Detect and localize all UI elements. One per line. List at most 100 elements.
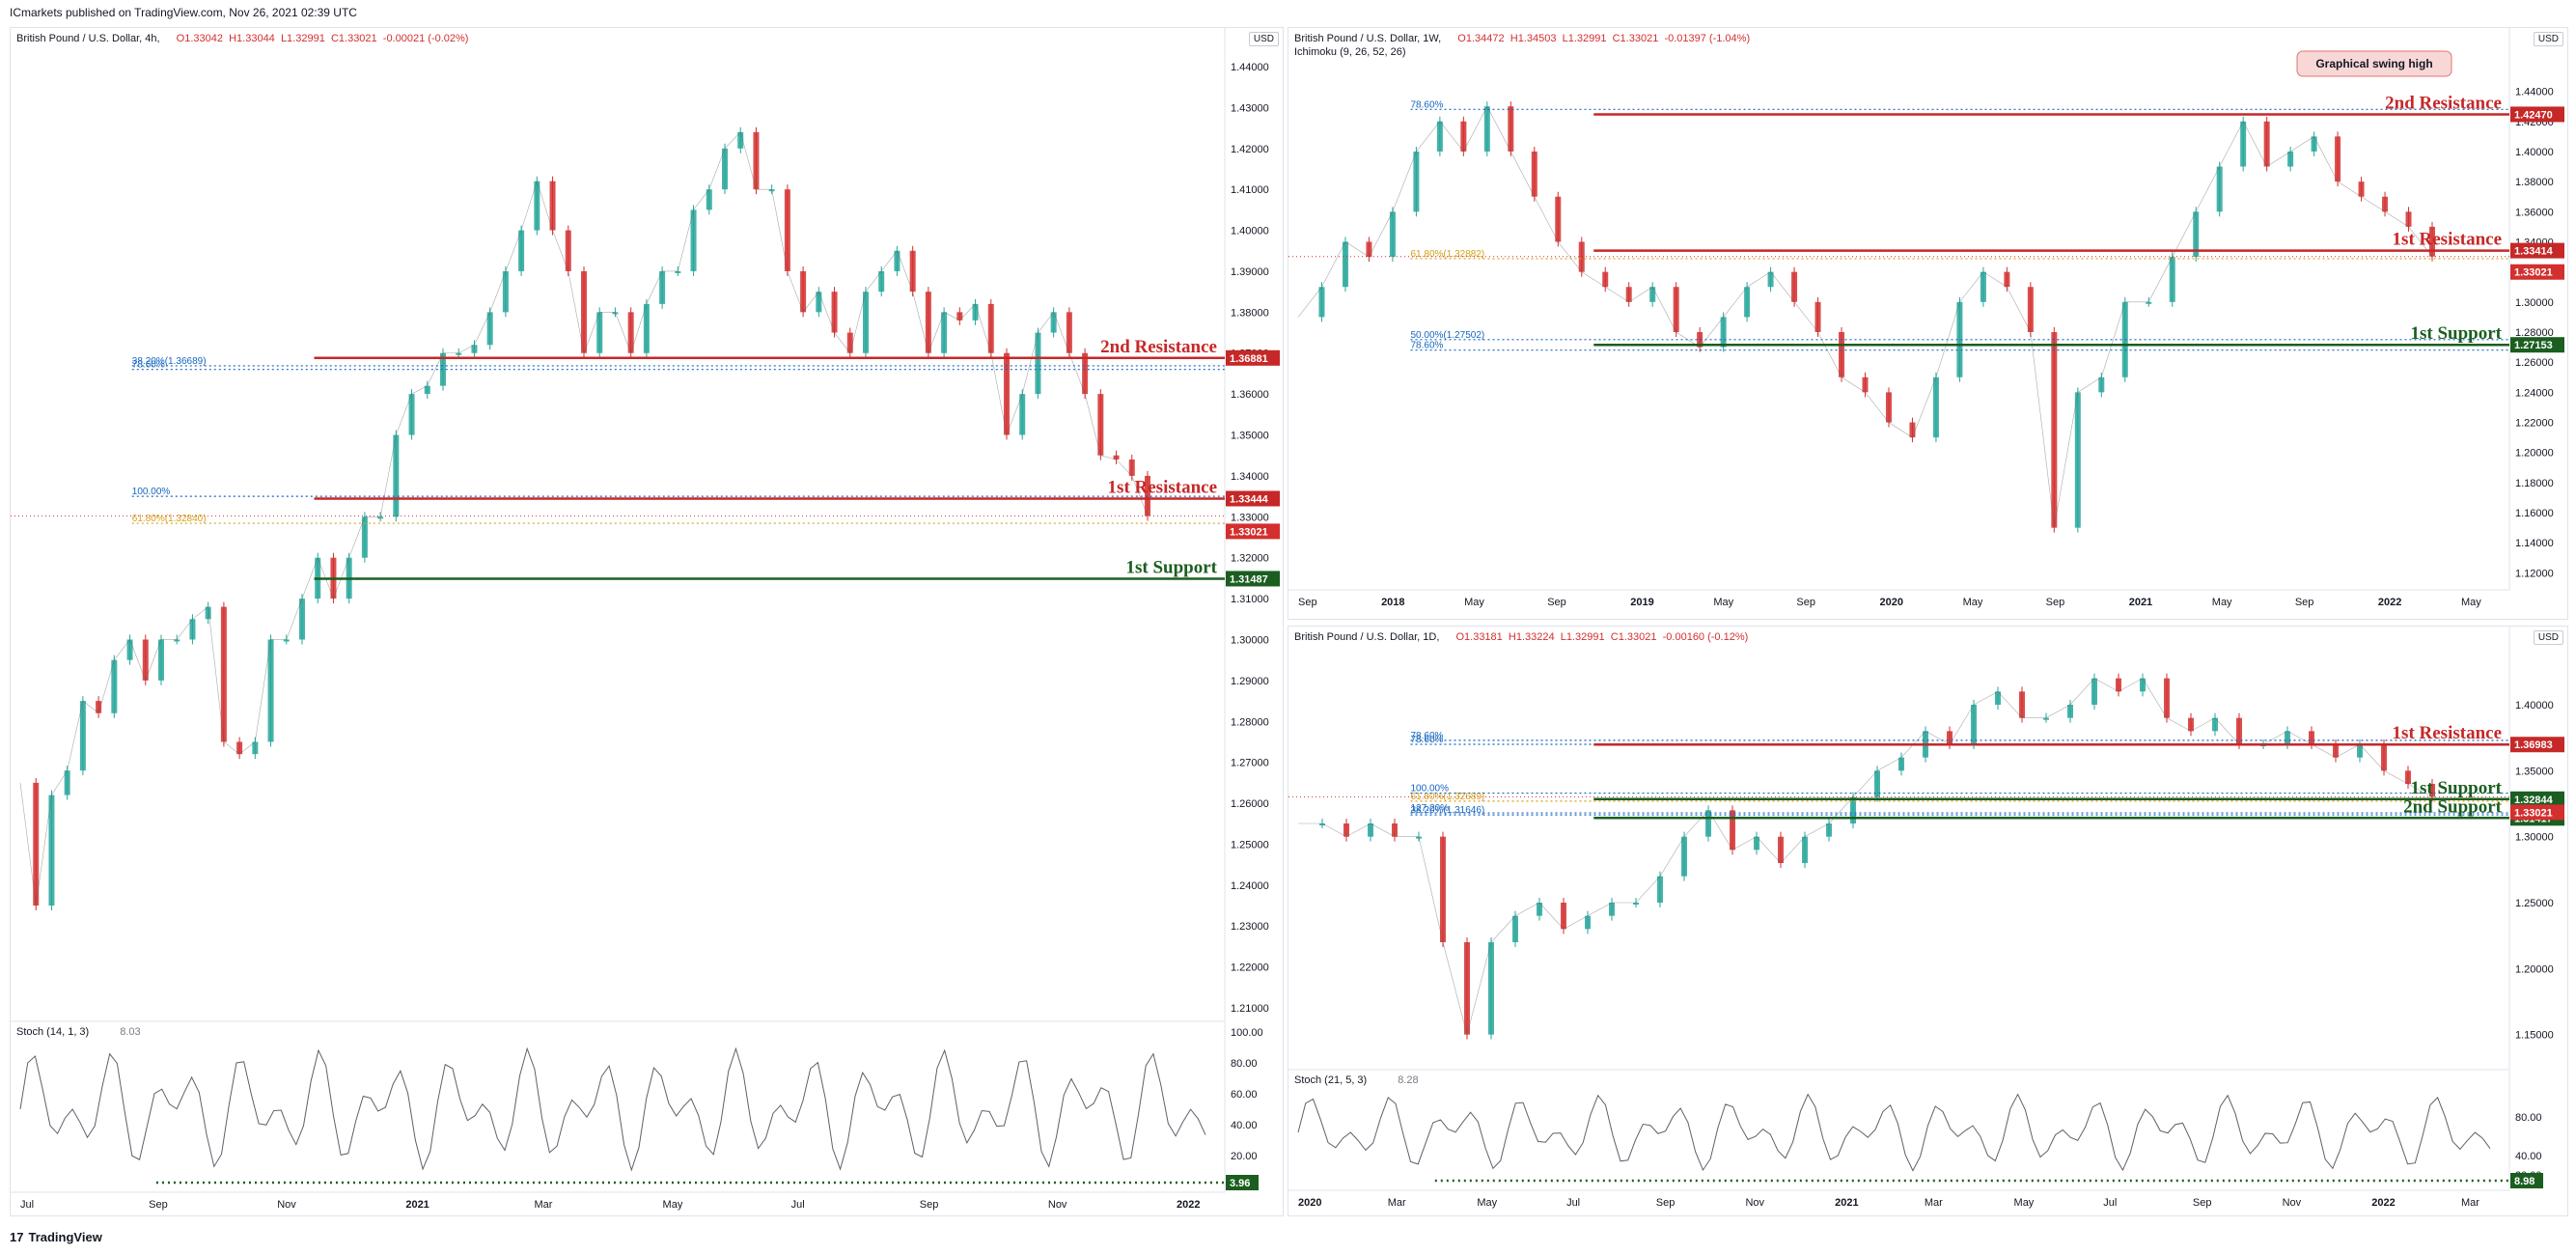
x-tick-label: Sep	[2046, 597, 2065, 608]
price-tag-bg	[1226, 349, 1280, 366]
resistance-label: 1st Resistance	[1108, 477, 1217, 497]
y-tick-label: 1.21000	[1231, 1003, 1269, 1015]
y-tick-label: 1.35000	[1231, 431, 1269, 442]
x-tick-label: May	[2212, 597, 2232, 608]
price-tag-bg	[1226, 571, 1280, 587]
y-tick-label: 1.29000	[1231, 676, 1269, 687]
y-tick-label: 1.25000	[2515, 898, 2554, 909]
y-tick-label: 1.34000	[1231, 471, 1269, 483]
support-label: 1st Support	[2411, 778, 2503, 798]
x-tick-label: Sep	[1298, 597, 1317, 608]
currency-button[interactable]: USD	[1248, 32, 1279, 46]
y-tick-label: 1.22000	[2515, 418, 2554, 430]
x-tick-label: Nov	[1745, 1197, 1764, 1209]
last-price-tag-bg	[1226, 523, 1280, 540]
indicator-tick: 80.00	[2515, 1112, 2542, 1124]
y-tick-label: 1.20000	[2515, 963, 2554, 975]
x-tick-label: May	[1963, 597, 1983, 608]
x-tick-label: 2021	[405, 1199, 429, 1211]
x-tick-label: 2021	[2129, 597, 2152, 608]
swing-high-label: Graphical swing high	[2315, 57, 2432, 70]
x-tick-label: Sep	[149, 1199, 168, 1211]
indicator-tag: 8.98	[2514, 1176, 2534, 1187]
price-tag: 1.33444	[1230, 493, 1269, 505]
currency-button[interactable]: USD	[2533, 630, 2563, 645]
chart-panel-daily[interactable]: British Pound / U.S. Dollar, 1D, O1.3318…	[1288, 626, 2568, 1216]
fib-level-label: 127.20%	[1411, 803, 1450, 814]
y-tick-label: 1.32000	[1231, 553, 1269, 565]
x-tick-label: 2021	[1835, 1197, 1858, 1209]
symbol-title: British Pound / U.S. Dollar, 1D,	[1294, 631, 1440, 643]
y-tick-label: 1.16000	[2515, 508, 2554, 519]
chart-title: British Pound / U.S. Dollar, 1D, O1.3318…	[1294, 631, 1748, 643]
chart-panel-weekly[interactable]: British Pound / U.S. Dollar, 1W, O1.3447…	[1288, 27, 2568, 620]
fib-level-label: 61.80%(1.32840)	[132, 514, 207, 524]
fib-level-label: 61.80%(1.32882)	[1411, 249, 1485, 260]
x-tick-label: Sep	[1547, 597, 1566, 608]
x-tick-label: Nov	[277, 1199, 296, 1211]
y-tick-label: 1.38000	[2515, 177, 2554, 188]
y-tick-label: 1.25000	[1231, 839, 1269, 851]
y-tick-label: 1.43000	[1231, 102, 1269, 114]
x-tick-label: Jul	[791, 1199, 805, 1211]
y-tick-label: 1.42000	[1231, 144, 1269, 155]
y-tick-label: 1.44000	[2515, 87, 2554, 98]
x-tick-label: Jul	[1566, 1197, 1580, 1209]
chart-title: British Pound / U.S. Dollar, 1W, O1.3447…	[1294, 33, 1750, 58]
fib-level-label: 78.60%	[132, 360, 165, 371]
support-label: 1st Support	[1126, 557, 1218, 577]
price-tag-bg	[2510, 337, 2564, 353]
indicator-tick: 40.00	[2515, 1151, 2542, 1162]
x-tick-label: May	[663, 1199, 683, 1211]
fib-level-label: 38.20%(1.36689)	[132, 356, 207, 367]
x-tick-label: Mar	[1388, 1197, 1406, 1209]
price-tag: 1.36983	[2514, 739, 2553, 751]
price-tag-bg	[2510, 791, 2564, 807]
y-tick-label: 1.39000	[1231, 266, 1269, 278]
price-tag: 1.32844	[2514, 795, 2554, 806]
y-tick-label: 1.44000	[1231, 62, 1269, 73]
indicator-tick: 100.00	[1231, 1027, 1263, 1039]
y-tick-label: 1.26000	[1231, 798, 1269, 810]
indicator-value: 8.03	[120, 1026, 140, 1038]
symbol-title: British Pound / U.S. Dollar, 4h,	[16, 33, 160, 44]
indicator-tick: 80.00	[1231, 1058, 1258, 1070]
x-tick-label: Sep	[1656, 1197, 1676, 1209]
stoch-line	[19, 1046, 1206, 1172]
tradingview-footer[interactable]: 17 TradingView	[10, 1230, 102, 1244]
chart-canvas[interactable]: 1.440001.420001.400001.380001.360001.340…	[1288, 28, 2567, 619]
publish-header: ICmarkets published on TradingView.com, …	[10, 6, 357, 19]
x-tick-label: Mar	[2461, 1197, 2479, 1209]
last-price-tag: 1.33021	[1230, 526, 1268, 538]
x-tick-label: Nov	[1048, 1199, 1067, 1211]
resistance-label: 1st Resistance	[2393, 230, 2502, 250]
x-tick-label: 2019	[1630, 597, 1653, 608]
resistance-label: 2nd Resistance	[1100, 337, 1217, 357]
x-tick-label: Jul	[2103, 1197, 2117, 1209]
x-tick-label: 2022	[1177, 1199, 1200, 1211]
y-tick-label: 1.40000	[2515, 147, 2554, 158]
last-price-tag: 1.33021	[2514, 267, 2553, 279]
fib-level-label: 78.60%	[1411, 99, 1444, 110]
y-tick-label: 1.41000	[1231, 184, 1269, 196]
chart-panel-4h[interactable]: British Pound / U.S. Dollar, 4h, O1.3304…	[10, 27, 1284, 1216]
y-tick-label: 1.28000	[2515, 327, 2554, 339]
x-tick-label: Jul	[20, 1199, 34, 1211]
y-tick-label: 1.20000	[2515, 448, 2554, 460]
indicator-tag-bg	[2510, 1173, 2543, 1188]
x-tick-label: Sep	[1796, 597, 1815, 608]
chart-canvas[interactable]: 1.40000 1.35000 1.30000 1.25000 1.20000 1.150…	[1288, 627, 2567, 1215]
chart-canvas[interactable]: 1.44000 1.43000 1.42000 1.41000 1.40000 1.390…	[11, 28, 1283, 1215]
fib-level-label: 78.60%	[1411, 735, 1444, 745]
indicator-tag-bg	[1226, 1175, 1259, 1190]
y-tick-label: 1.38000	[1231, 307, 1269, 319]
x-tick-label: Sep	[2295, 597, 2314, 608]
currency-button[interactable]: USD	[2533, 32, 2563, 46]
x-tick-label: May	[1464, 597, 1484, 608]
x-tick-label: Nov	[2283, 1197, 2302, 1209]
y-tick-label: 1.36000	[1231, 389, 1269, 401]
x-tick-label: Mar	[534, 1199, 552, 1211]
last-price-tag-bg	[2510, 264, 2564, 280]
y-tick-label: 1.23000	[1231, 921, 1269, 933]
y-tick-label: 1.35000	[2515, 766, 2554, 777]
